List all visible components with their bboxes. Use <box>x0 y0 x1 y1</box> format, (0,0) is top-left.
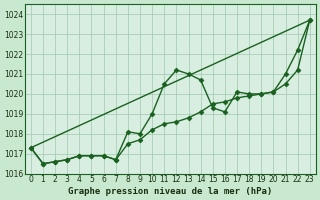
X-axis label: Graphe pression niveau de la mer (hPa): Graphe pression niveau de la mer (hPa) <box>68 187 272 196</box>
